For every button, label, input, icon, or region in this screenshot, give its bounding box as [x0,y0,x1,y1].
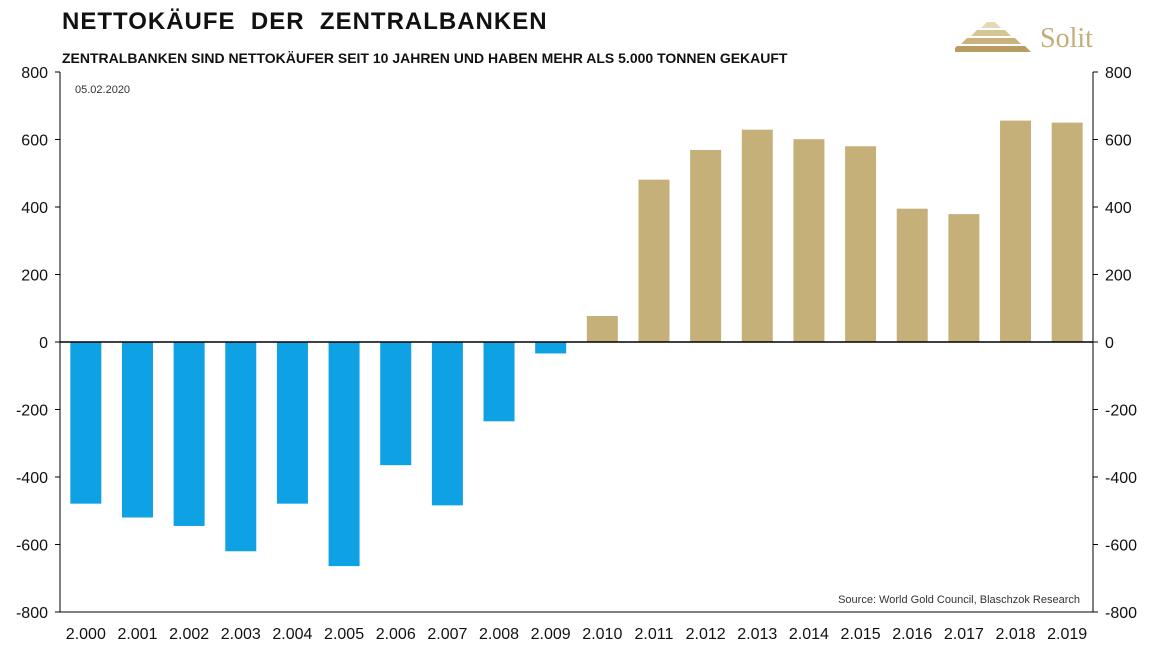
x-tick-label: 2.011 [635,626,674,643]
bar-2.009 [535,342,567,354]
x-tick-label: 2.014 [789,626,829,643]
source-annotation: Source: World Gold Council, Blaschzok Re… [838,594,1080,606]
x-tick-label: 2.007 [427,626,467,643]
x-tick-label: 2.008 [479,626,519,643]
x-tick-label: 2.005 [324,626,364,643]
y-tick-label-left: -200 [16,403,48,420]
bar-2.002 [173,342,205,526]
x-tick-label: 2.003 [221,626,261,643]
y-tick-label-right: 200 [1105,268,1132,285]
logo-text: Solit [1040,23,1093,54]
bar-2.007 [431,342,463,506]
x-tick-label: 2.018 [996,626,1036,643]
bar-2.019 [1051,122,1083,342]
y-tick-label-left: -800 [16,605,48,622]
y-tick-label-left: 0 [39,335,48,352]
bar-2.015 [845,146,877,342]
date-annotation: 05.02.2020 [75,84,130,96]
y-tick-label-right: -600 [1105,538,1137,555]
y-tick-label-left: -600 [16,538,48,555]
solit-logo-icon [955,22,1031,52]
y-tick-label-left: 200 [21,268,48,285]
x-tick-label: 2.015 [841,626,881,643]
y-tick-label-left: 600 [21,133,48,150]
x-tick-label: 2.013 [737,626,777,643]
x-tick-label: 2.009 [531,626,571,643]
y-tick-label-right: -200 [1105,403,1137,420]
bar-2.003 [225,342,257,552]
bar-2.008 [483,342,515,422]
bar-2.006 [380,342,412,466]
bar-2.010 [586,316,618,342]
x-tick-label: 2.001 [117,626,157,643]
bar-2.005 [328,342,360,567]
bar-2.017 [948,214,980,342]
bar-2.012 [690,149,722,342]
y-tick-label-right: -400 [1105,470,1137,487]
y-tick-label-left: -400 [16,470,48,487]
chart-title: NETTOKÄUFE DER ZENTRALBANKEN [62,8,548,35]
bar-2.013 [741,129,773,342]
x-tick-label: 2.002 [169,626,209,643]
bar-2.014 [793,139,825,342]
y-tick-label-right: 600 [1105,133,1132,150]
bar-2.011 [638,179,670,342]
x-tick-label: 2.019 [1047,626,1087,643]
y-tick-label-left: 400 [21,200,48,217]
y-tick-label-right: 400 [1105,200,1132,217]
chart-subtitle: ZENTRALBANKEN SIND NETTOKÄUFER SEIT 10 J… [62,50,788,66]
bar-2.001 [121,342,153,518]
x-tick-label: 2.006 [376,626,416,643]
bar-2.018 [1000,120,1032,342]
bar-2.016 [896,208,928,342]
bar-2.004 [276,342,308,504]
x-tick-label: 2.016 [892,626,932,643]
x-tick-label: 2.017 [944,626,984,643]
y-tick-label-right: -800 [1105,605,1137,622]
bar-2.000 [70,342,102,504]
x-tick-label: 2.004 [272,626,312,643]
x-tick-label: 2.000 [66,626,106,643]
x-tick-label: 2.012 [686,626,726,643]
x-tick-label: 2.010 [582,626,622,643]
y-tick-label-right: 0 [1105,335,1114,352]
y-tick-label-left: 800 [21,65,48,82]
y-tick-label-right: 800 [1105,65,1132,82]
